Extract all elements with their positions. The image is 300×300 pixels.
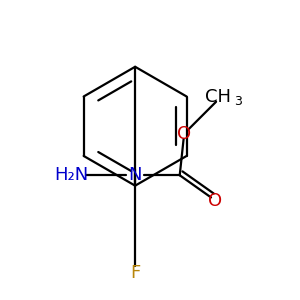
Text: H₂N: H₂N	[54, 166, 88, 184]
Text: F: F	[130, 264, 140, 282]
Text: O: O	[208, 191, 223, 209]
Text: CH: CH	[206, 88, 231, 106]
Text: N: N	[128, 166, 142, 184]
Text: 3: 3	[234, 95, 242, 108]
Text: O: O	[177, 125, 191, 143]
